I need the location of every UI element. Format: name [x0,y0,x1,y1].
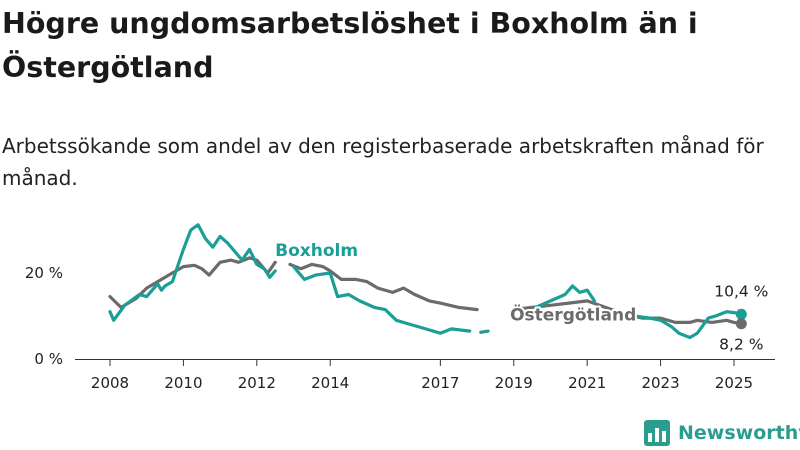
series-name-label: Boxholm [275,241,358,261]
chart-title: Högre ungdomsarbetslöshet i Boxholm än i… [2,7,698,84]
x-tick-label: 2025 [715,374,753,392]
brand[interactable]: Newsworthy [644,418,800,448]
series-end-label: 10,4 % [714,282,768,300]
x-tick-label: 2014 [311,374,349,392]
series-end-point [735,318,747,330]
line-chart: 2008 2010 2012 2014 2017 2019 2021 2023 2025 0 %… [25,223,775,392]
y-axis: 0 % 20 % [25,264,63,368]
brand-name: Newsworthy [678,422,800,444]
series-line-1 [108,256,743,326]
x-tick-label: 2008 [91,374,129,392]
series-line-0 [108,223,743,340]
x-tick-label: 2010 [164,374,202,392]
chart-subtitle: Arbetssökande som andel av den registerb… [2,134,764,190]
series-lines [108,223,743,340]
x-tick-label: 2023 [641,374,679,392]
y-tick-label: 20 % [25,264,63,282]
x-tick-label: 2021 [568,374,606,392]
x-tick-label: 2017 [421,374,459,392]
y-tick-label: 0 % [34,350,63,368]
newsworthy-logo-icon [644,420,670,446]
x-tick-label: 2019 [495,374,533,392]
series-name-label: Östergötland [510,304,636,326]
x-tick-label: 2012 [238,374,276,392]
series-end-point [735,308,747,320]
series-end-label: 8,2 % [719,336,763,354]
series-labels: 10,4 % 8,2 % Boxholm Östergötland [273,239,768,354]
x-axis: 2008 2010 2012 2014 2017 2019 2021 2023 2025 [75,359,775,392]
